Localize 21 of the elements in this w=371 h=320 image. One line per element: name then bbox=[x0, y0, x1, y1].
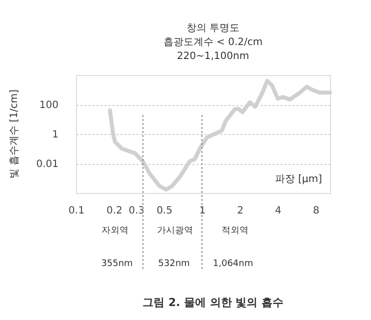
y-tick-label: 0.01 bbox=[36, 159, 58, 170]
text: 532nm bbox=[158, 259, 190, 269]
chart-title: 창의 투명도 bbox=[186, 23, 240, 34]
x-tick-label: 0.1 bbox=[68, 206, 84, 216]
x-tick-label: 0.2 bbox=[106, 206, 122, 216]
x-tick-label: 2 bbox=[237, 206, 244, 216]
text: 자외역 bbox=[102, 226, 128, 236]
text: 가시광역 bbox=[157, 226, 193, 236]
x-axis-title: 파장 [μm] bbox=[274, 174, 322, 185]
x-tick-label: 8 bbox=[312, 206, 320, 216]
x-tick-label: 1 bbox=[199, 206, 206, 216]
chart-subtitle: 흡광도계수 < 0.2/cm 220~1,100nm bbox=[163, 37, 263, 62]
y-tick-label: 100 bbox=[39, 100, 58, 111]
caption: 그림 2. 물에 의한 빛의 흡수 bbox=[142, 296, 284, 309]
text: 355nm bbox=[101, 259, 133, 269]
x-tick-label: 4 bbox=[275, 206, 282, 216]
y-tick-label: 1 bbox=[52, 130, 58, 140]
text: 1,064nm bbox=[212, 259, 254, 269]
x-tick-label: 0.5 bbox=[156, 206, 172, 216]
text: 적외역 bbox=[222, 226, 248, 236]
y-axis-title: 빛 흡수계수 [1/cm] bbox=[9, 89, 20, 179]
